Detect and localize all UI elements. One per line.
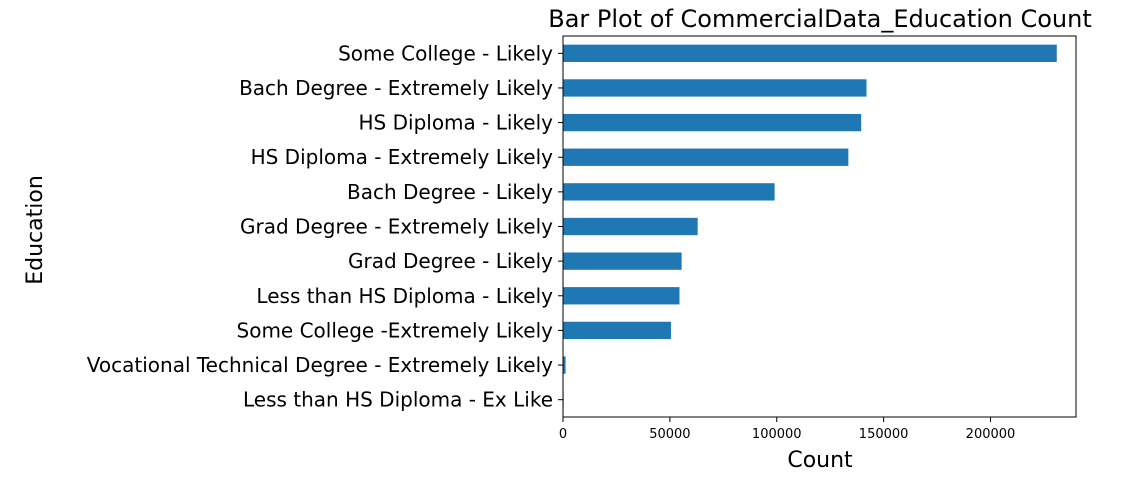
x-tick-label: 150000 bbox=[859, 427, 909, 442]
x-tick-label: 100000 bbox=[752, 427, 802, 442]
bar bbox=[563, 356, 566, 374]
y-tick-label: Some College - Likely bbox=[338, 41, 553, 65]
y-tick-labels: Some College - Likely Bach Degree - Extre… bbox=[87, 41, 563, 412]
x-tick-label: 50000 bbox=[649, 427, 690, 442]
y-tick-label: HS Diploma - Extremely Likely bbox=[251, 145, 554, 169]
y-tick-label: HS Diploma - Likely bbox=[359, 111, 554, 135]
plot-frame bbox=[562, 35, 1077, 418]
bar bbox=[563, 113, 862, 132]
x-axis-label: Count bbox=[787, 448, 853, 473]
chart-title: Bar Plot of CommercialData_Education Cou… bbox=[548, 5, 1092, 33]
bar bbox=[563, 252, 682, 270]
bars-group bbox=[563, 44, 1057, 409]
y-tick-label: Bach Degree - Likely bbox=[347, 180, 553, 204]
y-axis-label: Education bbox=[23, 175, 48, 285]
y-tick-label: Grad Degree - Extremely Likely bbox=[240, 215, 553, 239]
x-ticks: 0 50000 100000 150000 200000 bbox=[559, 417, 1015, 442]
bar bbox=[563, 79, 867, 97]
y-tick-label: Grad Degree - Likely bbox=[348, 249, 553, 273]
bar bbox=[563, 287, 680, 305]
y-tick-label: Less than HS Diploma - Ex Like bbox=[243, 388, 553, 412]
bar bbox=[563, 183, 775, 201]
bar bbox=[563, 321, 671, 340]
bar bbox=[563, 217, 698, 236]
y-tick-label: Vocational Technical Degree - Extremely … bbox=[87, 353, 553, 377]
y-tick-label: Bach Degree - Extremely Likely bbox=[239, 76, 553, 100]
bar bbox=[563, 148, 849, 166]
x-tick-label: 200000 bbox=[966, 427, 1016, 442]
x-tick-label: 0 bbox=[559, 427, 567, 442]
y-tick-label: Less than HS Diploma - Likely bbox=[256, 284, 553, 308]
bar bbox=[563, 44, 1057, 62]
y-tick-label: Some College -Extremely Likely bbox=[237, 318, 554, 342]
